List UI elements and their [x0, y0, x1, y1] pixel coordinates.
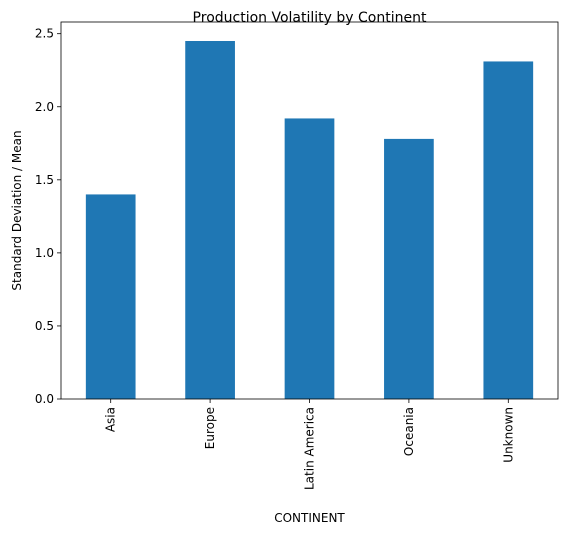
- x-tick-label: Asia: [104, 407, 118, 432]
- y-tick-label: 0.5: [35, 319, 54, 333]
- x-tick-label: Unknown: [501, 407, 515, 463]
- bar-oceania: [384, 138, 434, 399]
- x-tick-label: Oceania: [402, 407, 416, 456]
- y-tick-label: 2.5: [35, 27, 54, 41]
- x-axis-ticks: Asia Europe Latin America Oceania Unknown: [104, 399, 515, 490]
- bar-latin-america: [284, 118, 335, 399]
- y-axis-ticks: 0.0 0.5 1.0 1.5 2.0 2.5: [35, 27, 61, 406]
- x-tick-label: Latin America: [303, 407, 317, 490]
- bars-group: [85, 40, 534, 399]
- bar-europe: [185, 40, 235, 399]
- y-tick-label: 2.0: [35, 100, 54, 114]
- x-tick-label: Europe: [203, 407, 217, 449]
- bar-asia: [85, 194, 136, 399]
- y-tick-label: 0.0: [35, 392, 54, 406]
- y-axis-label: Standard Deviation / Mean: [10, 130, 24, 290]
- x-axis-label: CONTINENT: [274, 511, 345, 525]
- y-tick-label: 1.0: [35, 246, 54, 260]
- chart-title: Production Volatility by Continent: [193, 10, 427, 26]
- y-tick-label: 1.5: [35, 173, 54, 187]
- bar-unknown: [483, 61, 534, 399]
- plot-frame: [60, 21, 559, 400]
